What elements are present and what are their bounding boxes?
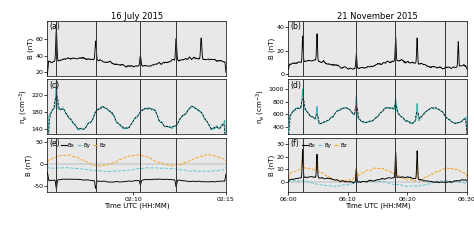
Text: (f): (f) (290, 139, 299, 148)
Title: 16 July 2015: 16 July 2015 (110, 12, 163, 21)
Y-axis label: n$_e$ (cm$^{-3}$): n$_e$ (cm$^{-3}$) (18, 89, 30, 124)
X-axis label: Time UTC (HH:MM): Time UTC (HH:MM) (345, 203, 410, 209)
Legend: Bx, By, Bz: Bx, By, Bz (59, 140, 108, 150)
Text: (e): (e) (49, 139, 60, 148)
Y-axis label: B (nT): B (nT) (268, 38, 275, 59)
Y-axis label: B (nT): B (nT) (268, 154, 275, 176)
Text: (c): (c) (49, 81, 59, 90)
Text: (a): (a) (49, 22, 60, 32)
X-axis label: Time UTC (HH:MM): Time UTC (HH:MM) (104, 203, 170, 209)
Legend: Bx, By, Bz: Bx, By, Bz (300, 140, 349, 150)
Y-axis label: B (nT): B (nT) (25, 154, 32, 176)
Text: (b): (b) (290, 22, 301, 32)
Title: 21 November 2015: 21 November 2015 (337, 12, 418, 21)
Y-axis label: B (nT): B (nT) (27, 38, 34, 59)
Y-axis label: n$_e$ (cm$^{-3}$): n$_e$ (cm$^{-3}$) (255, 89, 267, 124)
Text: (d): (d) (290, 81, 301, 90)
